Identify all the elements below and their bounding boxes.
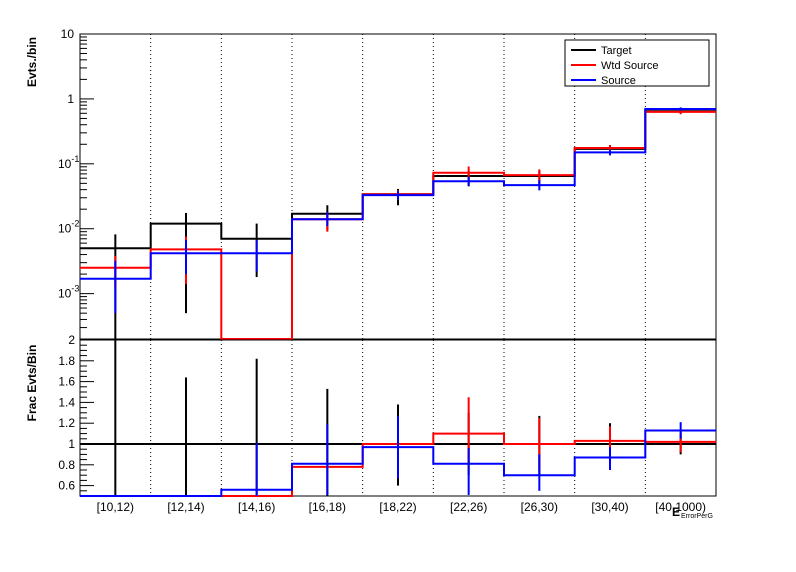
x-category-label: [16,18): [309, 500, 346, 514]
x-category-label: [12,14): [167, 500, 204, 514]
top-y-tick-label: 10: [61, 27, 75, 41]
top-y-tick-label: 1: [67, 92, 74, 106]
legend: Target Wtd Source Source: [564, 39, 710, 87]
bottom-y-tick-label: 1.4: [58, 395, 75, 409]
top-target-line: [80, 108, 716, 250]
top-y-tick-label: 10-2: [58, 219, 79, 236]
x-category-label: [30,40): [591, 500, 628, 514]
bottom-y-tick-label: 1.6: [58, 375, 75, 389]
x-axis-label: E: [672, 505, 680, 519]
bottom-y-tick-label: 1: [68, 437, 75, 451]
x-category-label: [14,16): [238, 500, 275, 514]
top-panel: 10 1 10-1 10-2 10-3 Evts./bin: [25, 27, 717, 340]
bottom-y-tick-label: 0.8: [58, 458, 75, 472]
legend-label: Target: [601, 45, 632, 57]
x-category-label: [22,26): [450, 500, 487, 514]
bottom-panel: 0.6 0.8 1 1.2 1.4 1.6 1.8 2 [10,12) [12,14) [14,16…: [25, 333, 717, 520]
x-category-label: [26,30): [521, 500, 558, 514]
x-category-label: [18,22): [379, 500, 416, 514]
top-plot-frame: [79, 33, 717, 340]
bottom-y-axis-label: Frac Evts/Bin: [25, 345, 39, 422]
x-axis-label-subscript: ErrorPerG: [681, 513, 713, 520]
legend-box: [564, 39, 710, 87]
top-y-tick-exponent: -1: [71, 154, 79, 164]
bottom-y-tick-label: 2: [68, 333, 75, 347]
top-y-tick-exponent: -3: [71, 284, 79, 294]
top-y-axis-label: Evts./bin: [25, 37, 39, 87]
bottom-y-tick-label: 1.2: [58, 416, 75, 430]
bottom-y-tick-label: 0.6: [58, 479, 75, 493]
top-source-line: [80, 108, 716, 280]
x-category-label: [40,1000): [655, 500, 706, 514]
top-y-tick-label: 10-3: [58, 284, 79, 301]
top-y-tick-label: 10-1: [58, 154, 79, 171]
bottom-y-tick-label: 1.8: [58, 354, 75, 368]
top-wtd-source-line: [80, 110, 716, 340]
bottom-source-line: [80, 429, 716, 497]
legend-label: Source: [601, 75, 636, 87]
x-category-label: [10,12): [97, 500, 134, 514]
legend-label: Wtd Source: [601, 60, 658, 72]
top-y-tick-exponent: -2: [71, 219, 79, 229]
